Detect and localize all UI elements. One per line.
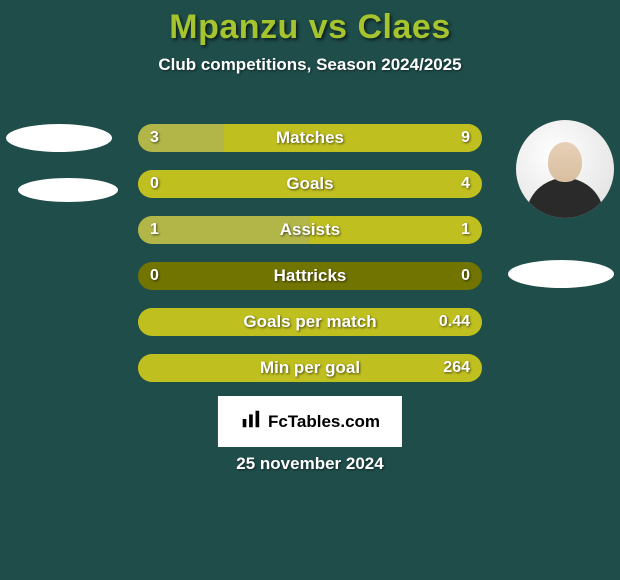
stat-row: 39Matches <box>138 124 482 152</box>
stat-label: Matches <box>138 128 482 148</box>
stat-row: 264Min per goal <box>138 354 482 382</box>
stat-row: 11Assists <box>138 216 482 244</box>
stat-label: Hattricks <box>138 266 482 286</box>
decor-ellipse-left-1 <box>6 124 112 152</box>
comparison-infographic: Mpanzu vs Claes Club competitions, Seaso… <box>0 0 620 580</box>
date-label: 25 november 2024 <box>0 454 620 474</box>
stat-row: 04Goals <box>138 170 482 198</box>
player-right-avatar <box>516 120 614 218</box>
stat-row: 0.44Goals per match <box>138 308 482 336</box>
stat-row: 00Hattricks <box>138 262 482 290</box>
stat-label: Assists <box>138 220 482 240</box>
chart-icon <box>240 408 262 435</box>
page-title: Mpanzu vs Claes <box>0 8 620 47</box>
decor-ellipse-right <box>508 260 614 288</box>
attribution-badge: FcTables.com <box>218 396 402 447</box>
decor-ellipse-left-2 <box>18 178 118 202</box>
stat-label: Min per goal <box>138 358 482 378</box>
stat-bars: 39Matches 04Goals 11Assists 00Hattricks 0.44… <box>138 124 482 400</box>
stat-label: Goals <box>138 174 482 194</box>
stat-label: Goals per match <box>138 312 482 332</box>
attribution-text: FcTables.com <box>268 412 380 432</box>
subtitle: Club competitions, Season 2024/2025 <box>0 55 620 75</box>
